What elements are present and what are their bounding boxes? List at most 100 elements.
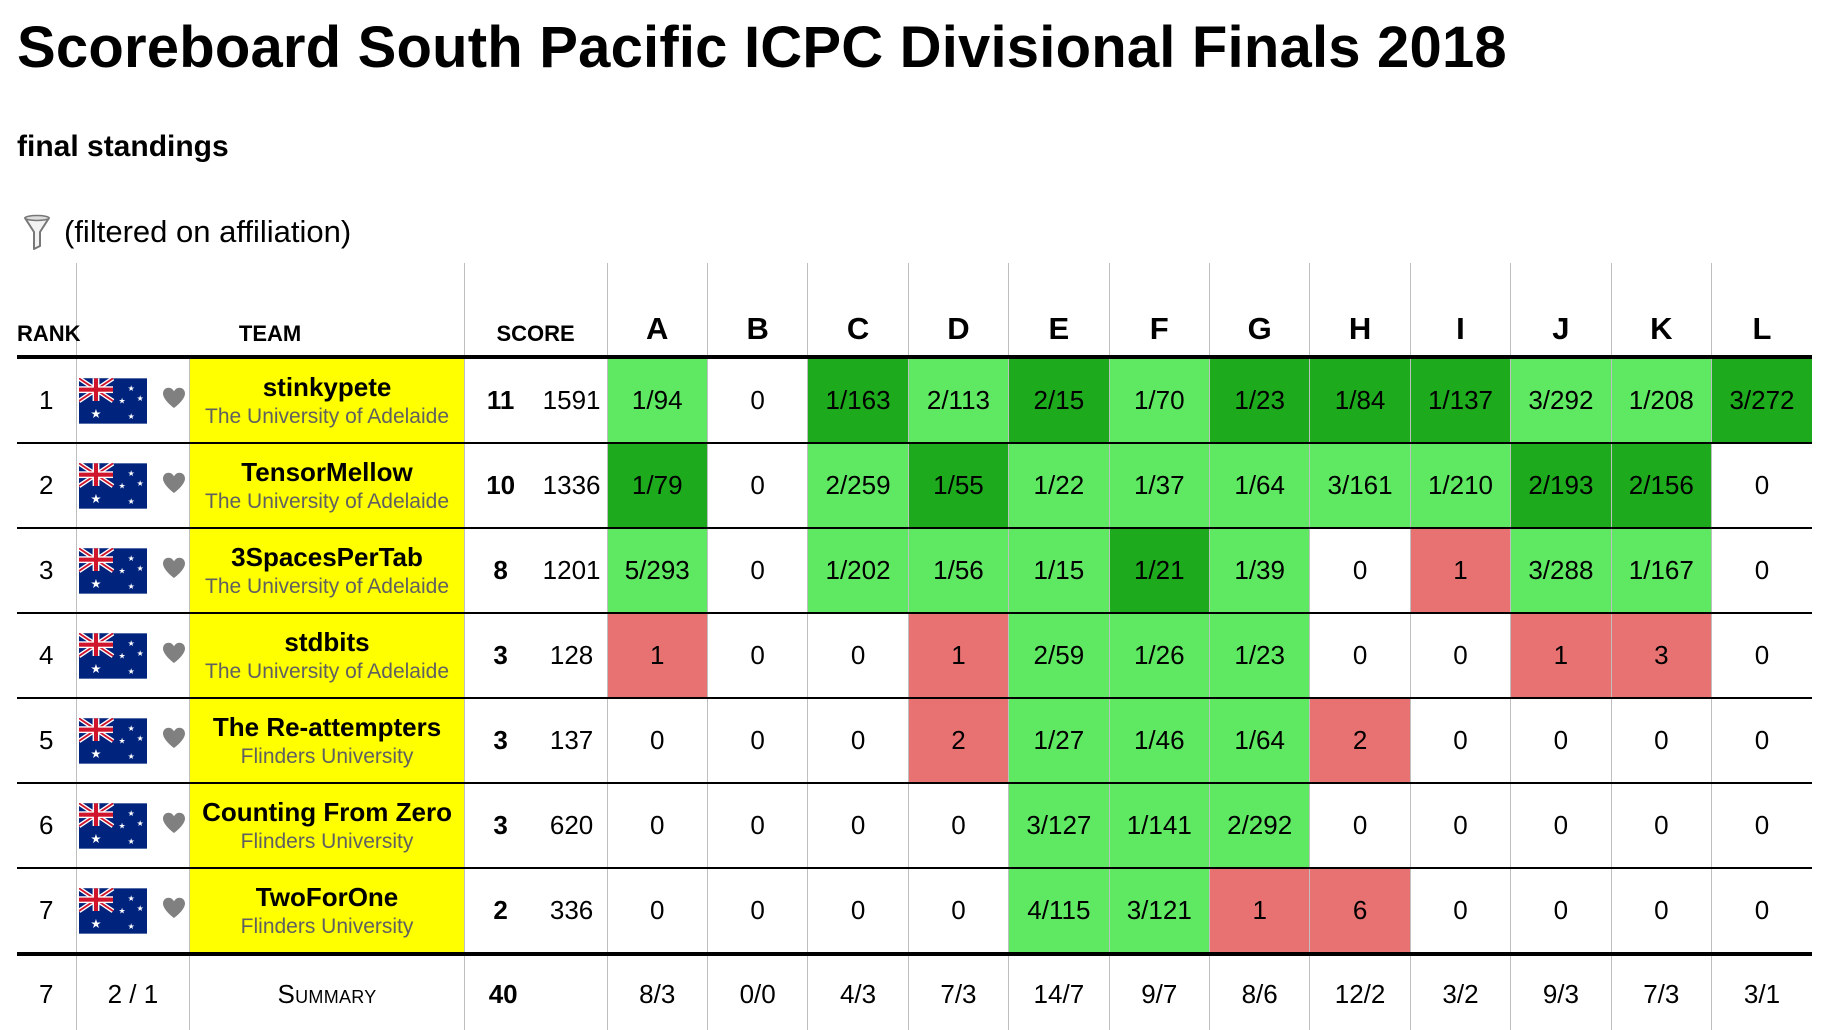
problem-header-j[interactable]: J bbox=[1510, 263, 1612, 359]
team-name[interactable]: Counting From Zero bbox=[202, 796, 452, 827]
problem-header-h[interactable]: H bbox=[1309, 263, 1411, 359]
problem-cell-c[interactable]: 1/202 bbox=[807, 528, 909, 614]
problem-cell-f[interactable]: 3/121 bbox=[1108, 868, 1210, 956]
problem-cell-j[interactable]: 0 bbox=[1510, 698, 1612, 784]
problem-cell-h[interactable]: 6 bbox=[1309, 868, 1411, 956]
team-name[interactable]: stdbits bbox=[284, 626, 370, 657]
problem-cell-d[interactable]: 0 bbox=[907, 868, 1009, 956]
problem-cell-g[interactable]: 1/39 bbox=[1208, 528, 1310, 614]
team-cell[interactable]: stinkypete The University of Adelaide bbox=[189, 357, 465, 444]
problem-cell-e[interactable]: 1/22 bbox=[1008, 443, 1110, 529]
problem-cell-a[interactable]: 1/94 bbox=[606, 357, 708, 444]
problem-cell-c[interactable]: 1/163 bbox=[807, 357, 909, 444]
team-name[interactable]: TwoForOne bbox=[255, 881, 399, 912]
team-row[interactable]: 4 ★ ★ ★ ★ ★ stdbits The University of Adelaide 3… bbox=[17, 613, 1812, 699]
team-row[interactable]: 2 ★ ★ ★ ★ ★ TensorMellow The University of Adel… bbox=[17, 443, 1812, 529]
problem-cell-k[interactable]: 0 bbox=[1610, 868, 1712, 956]
problem-cell-k[interactable]: 2/156 bbox=[1610, 443, 1712, 529]
problem-cell-l[interactable]: 0 bbox=[1711, 528, 1812, 614]
problem-cell-b[interactable]: 0 bbox=[706, 613, 808, 699]
problem-cell-k[interactable]: 1/208 bbox=[1610, 357, 1712, 444]
problem-cell-b[interactable]: 0 bbox=[706, 783, 808, 869]
team-row[interactable]: 1 ★ ★ ★ ★ ★ stinkypete The University of Adelai… bbox=[17, 357, 1812, 444]
problem-cell-h[interactable]: 1/84 bbox=[1309, 357, 1411, 444]
problem-cell-c[interactable]: 0 bbox=[807, 698, 909, 784]
problem-cell-c[interactable]: 0 bbox=[807, 613, 909, 699]
problem-cell-h[interactable]: 0 bbox=[1309, 783, 1411, 869]
problem-cell-d[interactable]: 1 bbox=[907, 613, 1009, 699]
problem-cell-j[interactable]: 1 bbox=[1510, 613, 1612, 699]
problem-cell-i[interactable]: 0 bbox=[1409, 783, 1511, 869]
heart-icon[interactable] bbox=[161, 556, 187, 580]
problem-cell-d[interactable]: 1/55 bbox=[907, 443, 1009, 529]
problem-cell-a[interactable]: 0 bbox=[606, 783, 708, 869]
problem-cell-g[interactable]: 1/23 bbox=[1208, 357, 1310, 444]
problem-cell-h[interactable]: 3/161 bbox=[1309, 443, 1411, 529]
problem-cell-a[interactable]: 5/293 bbox=[606, 528, 708, 614]
problem-cell-d[interactable]: 0 bbox=[907, 783, 1009, 869]
problem-cell-f[interactable]: 1/141 bbox=[1108, 783, 1210, 869]
problem-cell-d[interactable]: 2/113 bbox=[907, 357, 1009, 444]
problem-cell-l[interactable]: 0 bbox=[1711, 868, 1812, 956]
problem-cell-c[interactable]: 0 bbox=[807, 868, 909, 956]
problem-cell-j[interactable]: 3/288 bbox=[1510, 528, 1612, 614]
problem-header-f[interactable]: F bbox=[1108, 263, 1210, 359]
team-row[interactable]: 5 ★ ★ ★ ★ ★ The Re-attempters Flinders Universi… bbox=[17, 698, 1812, 784]
problem-cell-i[interactable]: 1/210 bbox=[1409, 443, 1511, 529]
problem-cell-b[interactable]: 0 bbox=[706, 528, 808, 614]
team-row[interactable]: 7 ★ ★ ★ ★ ★ TwoForOne Flinders University 2 336 0 0… bbox=[17, 868, 1812, 956]
problem-cell-a[interactable]: 1 bbox=[606, 613, 708, 699]
team-row[interactable]: 3 ★ ★ ★ ★ ★ 3SpacesPerTab The University of Ade… bbox=[17, 528, 1812, 614]
problem-cell-a[interactable]: 0 bbox=[606, 868, 708, 956]
problem-cell-i[interactable]: 1/137 bbox=[1409, 357, 1511, 444]
problem-cell-g[interactable]: 2/292 bbox=[1208, 783, 1310, 869]
team-name[interactable]: stinkypete bbox=[262, 371, 392, 402]
heart-icon[interactable] bbox=[161, 386, 187, 410]
problem-cell-j[interactable]: 0 bbox=[1510, 783, 1612, 869]
problem-cell-g[interactable]: 1/64 bbox=[1208, 698, 1310, 784]
problem-cell-g[interactable]: 1/64 bbox=[1208, 443, 1310, 529]
problem-header-i[interactable]: I bbox=[1409, 263, 1511, 359]
problem-cell-h[interactable]: 0 bbox=[1309, 528, 1411, 614]
problem-header-a[interactable]: A bbox=[606, 263, 708, 359]
problem-header-e[interactable]: E bbox=[1008, 263, 1110, 359]
team-cell[interactable]: stdbits The University of Adelaide bbox=[189, 613, 465, 699]
problem-cell-f[interactable]: 1/21 bbox=[1108, 528, 1210, 614]
problem-header-k[interactable]: K bbox=[1610, 263, 1712, 359]
team-row[interactable]: 6 ★ ★ ★ ★ ★ Counting From Zero Flinders Univers… bbox=[17, 783, 1812, 869]
problem-cell-h[interactable]: 0 bbox=[1309, 613, 1411, 699]
problem-cell-f[interactable]: 1/37 bbox=[1108, 443, 1210, 529]
problem-cell-l[interactable]: 0 bbox=[1711, 783, 1812, 869]
team-name[interactable]: The Re-attempters bbox=[212, 711, 442, 742]
problem-cell-e[interactable]: 3/127 bbox=[1008, 783, 1110, 869]
heart-icon[interactable] bbox=[161, 641, 187, 665]
heart-icon[interactable] bbox=[161, 726, 187, 750]
team-cell[interactable]: TwoForOne Flinders University bbox=[189, 868, 465, 956]
problem-cell-c[interactable]: 2/259 bbox=[807, 443, 909, 529]
team-cell[interactable]: Counting From Zero Flinders University bbox=[189, 783, 465, 869]
problem-cell-b[interactable]: 0 bbox=[706, 868, 808, 956]
problem-cell-l[interactable]: 0 bbox=[1711, 443, 1812, 529]
problem-header-g[interactable]: G bbox=[1208, 263, 1310, 359]
team-cell[interactable]: TensorMellow The University of Adelaide bbox=[189, 443, 465, 529]
team-name[interactable]: 3SpacesPerTab bbox=[231, 541, 423, 572]
funnel-icon[interactable] bbox=[22, 213, 52, 251]
problem-cell-j[interactable]: 2/193 bbox=[1510, 443, 1612, 529]
problem-cell-f[interactable]: 1/70 bbox=[1108, 357, 1210, 444]
problem-cell-g[interactable]: 1 bbox=[1208, 868, 1310, 956]
problem-cell-k[interactable]: 0 bbox=[1610, 698, 1712, 784]
problem-cell-h[interactable]: 2 bbox=[1309, 698, 1411, 784]
problem-cell-e[interactable]: 1/27 bbox=[1008, 698, 1110, 784]
problem-cell-e[interactable]: 4/115 bbox=[1008, 868, 1110, 956]
problem-cell-k[interactable]: 3 bbox=[1610, 613, 1712, 699]
problem-cell-d[interactable]: 2 bbox=[907, 698, 1009, 784]
problem-header-c[interactable]: C bbox=[807, 263, 909, 359]
problem-cell-e[interactable]: 2/15 bbox=[1008, 357, 1110, 444]
problem-cell-f[interactable]: 1/26 bbox=[1108, 613, 1210, 699]
team-name[interactable]: TensorMellow bbox=[241, 456, 413, 487]
problem-cell-f[interactable]: 1/46 bbox=[1108, 698, 1210, 784]
problem-header-l[interactable]: L bbox=[1711, 263, 1812, 359]
heart-icon[interactable] bbox=[161, 471, 187, 495]
problem-cell-b[interactable]: 0 bbox=[706, 357, 808, 444]
problem-cell-j[interactable]: 0 bbox=[1510, 868, 1612, 956]
